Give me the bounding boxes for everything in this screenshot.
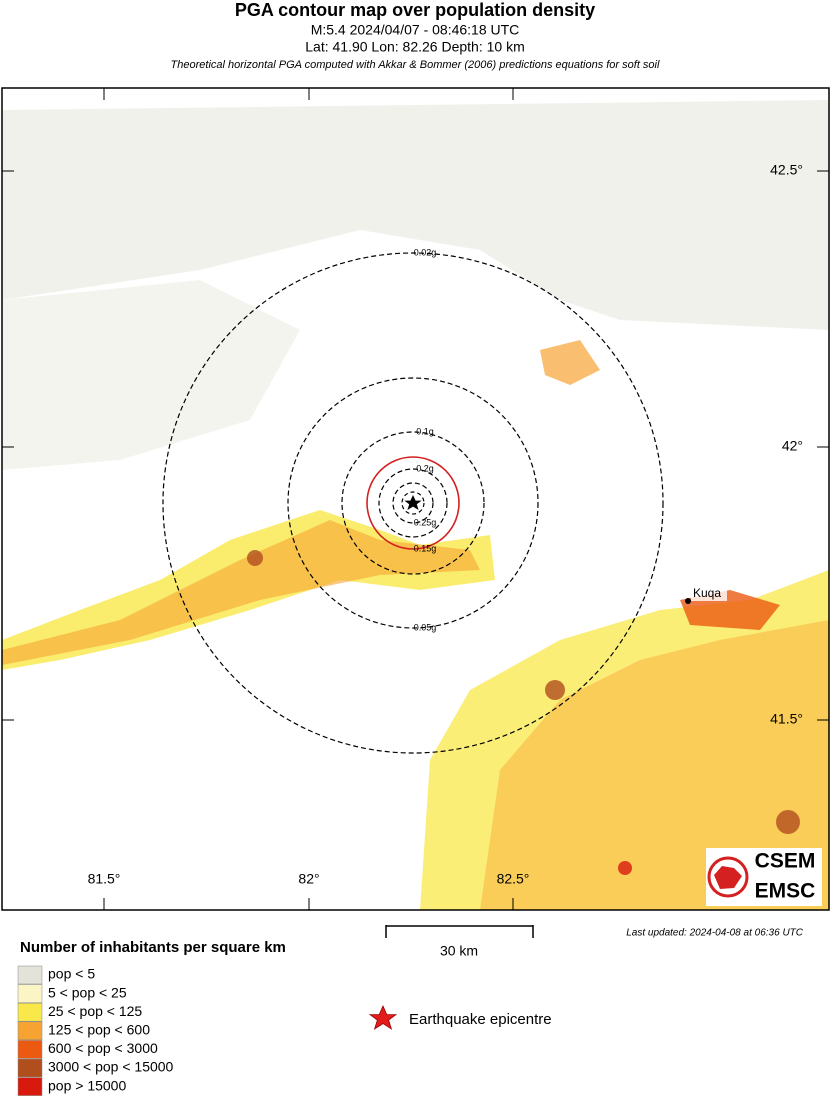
legend-label: 600 < pop < 3000 <box>48 1040 158 1056</box>
legend: pop < 5 5 < pop < 25 25 < pop < 125 125 < p… <box>17 965 174 1096</box>
legend-swatch <box>17 1040 43 1059</box>
epicentre-legend-label: Earthquake epicentre <box>409 1011 552 1028</box>
legend-swatch <box>17 1058 43 1078</box>
contour-line <box>341 431 485 575</box>
logo-text: CSEM <box>755 850 816 873</box>
last-updated: Last updated: 2024-04-08 at 06:36 UTC <box>626 928 804 939</box>
contour-line <box>378 468 448 538</box>
logo-map <box>714 866 742 889</box>
legend-label: pop > 15000 <box>48 1077 126 1093</box>
method-note: Theoretical horizontal PGA computed with… <box>171 59 660 71</box>
location-info: Lat: 41.90 Lon: 82.26 Depth: 10 km <box>305 39 525 55</box>
pga-contours: 0.02g 0.05g 0.1g 0.2g 0.15g 0.25g <box>162 247 664 754</box>
populated-fan <box>480 620 829 910</box>
contour-line <box>162 252 664 754</box>
lat-label: 42° <box>782 438 803 454</box>
city-label-bg <box>691 587 727 601</box>
town-area <box>618 861 632 875</box>
town-area <box>247 550 263 566</box>
contour-label: 0.1g <box>416 426 434 436</box>
logo: CSEM EMSC <box>706 848 822 906</box>
contour-line <box>366 456 460 550</box>
map-frame <box>1 87 830 911</box>
lat-label: 41.5° <box>770 711 803 727</box>
legend-label: 125 < pop < 600 <box>48 1022 150 1038</box>
city-label: Kuqa <box>693 586 721 600</box>
legend-label: pop < 5 <box>48 966 95 982</box>
epicentre-legend-symbol <box>368 1005 398 1030</box>
contour-label: 0.25g <box>414 517 437 527</box>
lat-label: 42.5° <box>770 162 803 178</box>
graticule: 42.5° 42° 41.5° 81.5° 82° 82.5° <box>2 88 829 910</box>
town-area <box>776 810 800 834</box>
epicentre-marker <box>404 495 422 510</box>
contour-label: 0.02g <box>414 247 437 257</box>
legend-title: Number of inhabitants per square km <box>20 939 286 956</box>
contour-line <box>401 491 425 515</box>
populated-fan <box>420 570 829 910</box>
scale-label: 30 km <box>440 943 478 959</box>
contour-label: 0.15g <box>414 543 437 553</box>
contour-line <box>392 482 434 524</box>
town-area <box>540 340 600 385</box>
contour-label: 0.2g <box>416 463 434 473</box>
logo-text: EMSC <box>755 880 816 903</box>
legend-label: 25 < pop < 125 <box>48 1003 142 1019</box>
city-marker <box>685 598 691 604</box>
lon-label: 82.5° <box>497 871 530 887</box>
legend-swatch <box>17 1002 43 1022</box>
population-raster <box>2 100 829 910</box>
legend-swatch <box>17 984 43 1003</box>
contour-label: 0.05g <box>414 622 437 632</box>
legend-label: 5 < pop < 25 <box>48 984 127 1000</box>
title: PGA contour map over population density <box>235 0 595 20</box>
lon-label: 81.5° <box>88 871 121 887</box>
legend-swatch <box>17 1077 43 1096</box>
contour-line <box>287 377 539 629</box>
legend-label: 3000 < pop < 15000 <box>48 1059 174 1075</box>
legend-swatch <box>17 965 43 985</box>
event-info: M:5.4 2024/04/07 - 08:46:18 UTC <box>311 22 520 38</box>
lon-label: 82° <box>298 871 319 887</box>
sparse-area <box>2 100 829 330</box>
legend-swatch <box>17 1021 43 1041</box>
sparse-area <box>2 280 300 470</box>
town-area <box>545 680 565 700</box>
populated-belt <box>2 520 480 665</box>
